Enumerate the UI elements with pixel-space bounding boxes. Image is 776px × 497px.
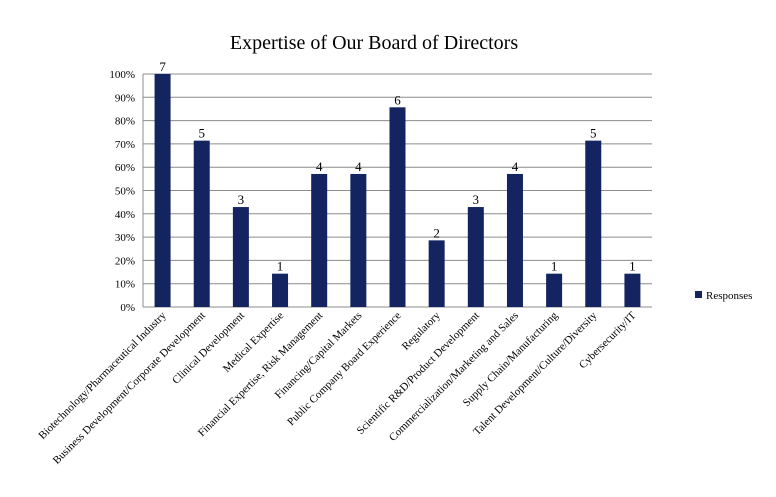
y-tick-label: 10% [115, 279, 135, 291]
category-label: Clinical Development [170, 310, 247, 387]
data-label: 5 [590, 126, 597, 141]
bar [506, 173, 523, 307]
category-label: Business Development/Corporate Developme… [51, 310, 208, 467]
data-label: 1 [629, 259, 636, 274]
data-label: 4 [316, 159, 323, 174]
data-label: 7 [159, 59, 166, 74]
x-axis-categories: Biotechnology/Pharmaceutical IndustryBus… [36, 309, 638, 466]
data-label: 2 [433, 225, 440, 240]
legend-swatch [695, 291, 702, 298]
y-axis-ticks: 0% 10% 20% 30% 40% 50% 60% 70% 80% 90% 100% [109, 69, 135, 314]
chart-title: Expertise of Our Board of Directors [230, 32, 518, 54]
y-tick-label: 40% [115, 209, 135, 221]
bar [428, 240, 445, 307]
y-tick-label: 90% [115, 92, 135, 104]
bar [311, 173, 328, 307]
data-label: 3 [238, 192, 245, 207]
y-tick-label: 80% [115, 116, 135, 128]
data-label: 1 [551, 259, 558, 274]
bar [232, 207, 249, 307]
data-label: 1 [277, 259, 284, 274]
bar [272, 273, 289, 307]
data-label: 3 [473, 192, 480, 207]
bars [154, 74, 641, 307]
bar [624, 273, 641, 307]
y-tick-label: 70% [115, 139, 135, 151]
y-tick-label: 60% [115, 162, 135, 174]
y-tick-label: 50% [115, 186, 135, 198]
bar [585, 140, 602, 307]
y-tick-label: 20% [115, 255, 135, 267]
legend-label: Responses [706, 290, 752, 302]
legend: Responses [695, 290, 752, 302]
bar [467, 207, 484, 307]
y-tick-label: 100% [109, 69, 135, 81]
data-labels: 7 5 3 1 4 4 6 2 3 4 1 5 1 [159, 59, 635, 274]
bar [546, 273, 563, 307]
data-label: 4 [355, 159, 362, 174]
data-label: 6 [394, 92, 401, 107]
data-label: 4 [512, 159, 519, 174]
bar [350, 173, 367, 307]
bar [389, 107, 406, 307]
y-tick-label: 30% [115, 232, 135, 244]
data-label: 5 [198, 126, 205, 141]
bar [154, 74, 171, 307]
bar [193, 140, 210, 307]
y-tick-label: 0% [120, 302, 135, 314]
